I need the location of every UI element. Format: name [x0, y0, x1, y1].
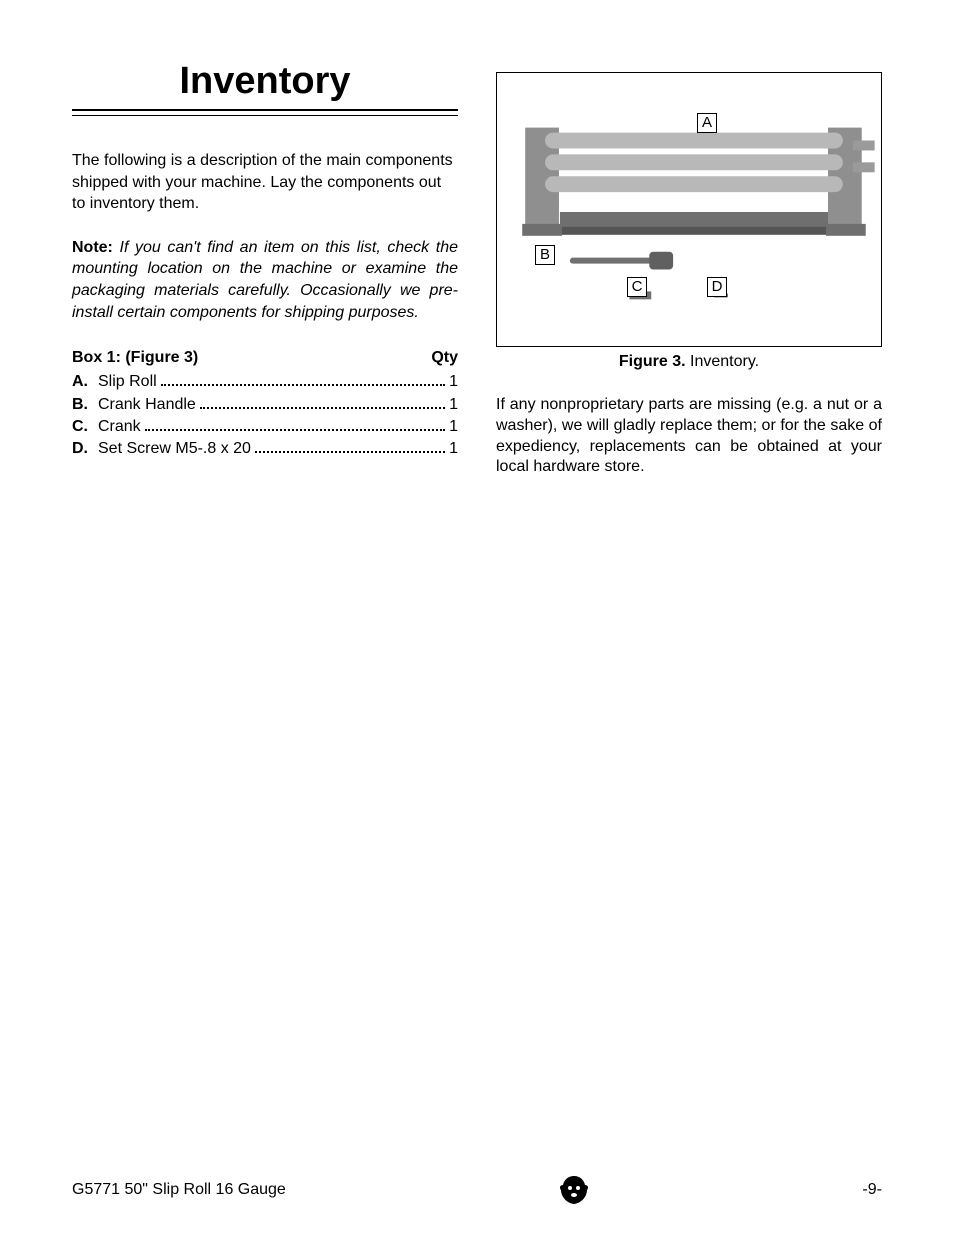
- footer-model: G5771 50" Slip Roll 16 Gauge: [72, 1181, 286, 1199]
- box-header-right: Qty: [431, 349, 458, 367]
- note-paragraph: Note: If you can't find an item on this …: [72, 237, 458, 323]
- left-column: Inventory The following is a description…: [72, 60, 458, 478]
- leader-dots: [200, 407, 445, 409]
- right-column: A B C D Figure 3. Inventory. If any nonp…: [496, 60, 882, 478]
- item-qty: 1: [449, 394, 458, 416]
- inventory-list: A. Slip Roll 1 B. Crank Handle 1 C. Cran…: [72, 371, 458, 461]
- list-item: A. Slip Roll 1: [72, 371, 458, 393]
- leader-dots: [145, 429, 445, 431]
- title-rule-thin: [72, 115, 458, 116]
- figure-caption-text: Inventory.: [686, 353, 760, 370]
- item-letter: D.: [72, 438, 98, 460]
- item-name: Slip Roll: [98, 371, 157, 393]
- leader-dots: [255, 451, 445, 453]
- box-header: Box 1: (Figure 3) Qty: [72, 349, 458, 367]
- list-item: B. Crank Handle 1: [72, 394, 458, 416]
- figure-label: Figure 3.: [619, 353, 686, 370]
- slip-roll-illustration: [497, 73, 881, 346]
- figure-3: A B C D: [496, 72, 882, 347]
- item-qty: 1: [449, 371, 458, 393]
- item-letter: B.: [72, 394, 98, 416]
- leader-dots: [161, 384, 445, 386]
- page-title: Inventory: [72, 60, 458, 103]
- item-qty: 1: [449, 438, 458, 460]
- box-header-left: Box 1: (Figure 3): [72, 349, 198, 367]
- callout-c: C: [627, 277, 647, 297]
- item-name: Set Screw M5-.8 x 20: [98, 438, 251, 460]
- item-letter: A.: [72, 371, 98, 393]
- callout-a: A: [697, 113, 717, 133]
- list-item: C. Crank 1: [72, 416, 458, 438]
- note-body: If you can't find an item on this list, …: [72, 239, 458, 321]
- bear-logo-icon: [557, 1173, 591, 1207]
- title-rule-thick: [72, 109, 458, 111]
- item-name: Crank: [98, 416, 141, 438]
- list-item: D. Set Screw M5-.8 x 20 1: [72, 438, 458, 460]
- callout-d: D: [707, 277, 727, 297]
- note-label: Note:: [72, 239, 113, 256]
- figure-caption: Figure 3. Inventory.: [496, 353, 882, 371]
- item-name: Crank Handle: [98, 394, 196, 416]
- item-letter: C.: [72, 416, 98, 438]
- intro-paragraph: The following is a description of the ma…: [72, 150, 458, 215]
- callout-b: B: [535, 245, 555, 265]
- item-qty: 1: [449, 416, 458, 438]
- footer-page-number: -9-: [862, 1181, 882, 1199]
- missing-parts-paragraph: If any nonproprietary parts are missing …: [496, 395, 882, 478]
- page-footer: G5771 50" Slip Roll 16 Gauge -9-: [72, 1173, 882, 1207]
